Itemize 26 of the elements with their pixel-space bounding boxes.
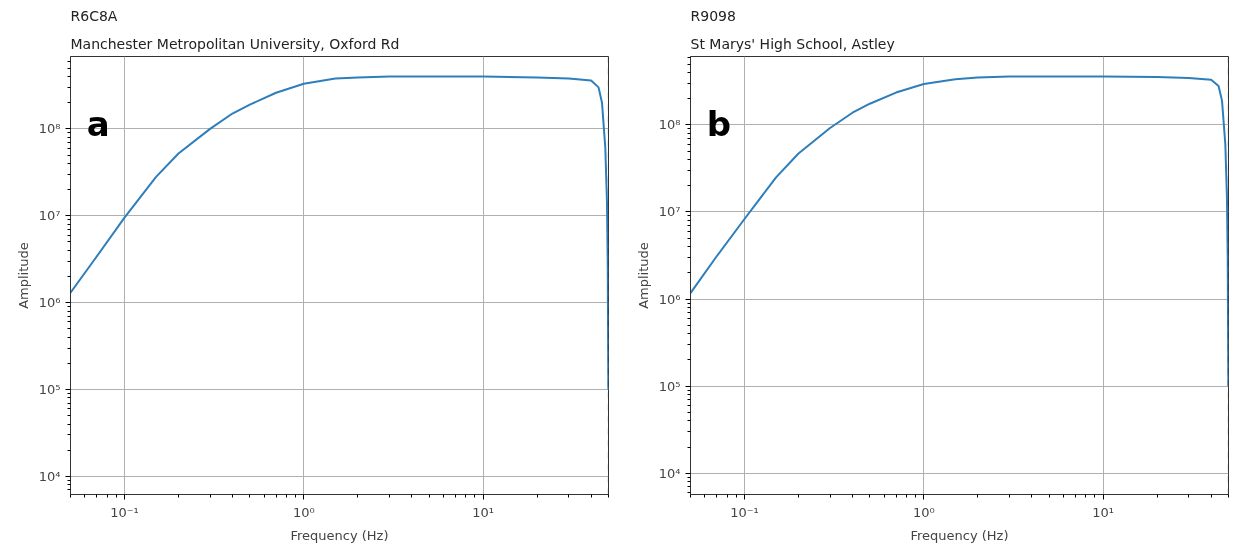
annotation: a <box>86 104 110 145</box>
y-axis-title: Amplitude <box>635 242 651 309</box>
y-tick-label: 10⁶ <box>38 295 61 311</box>
y-tick-label: 10⁵ <box>658 378 681 394</box>
y-tick-label: 10⁶ <box>658 291 681 307</box>
y-tick-label: 10⁷ <box>38 208 61 224</box>
x-tick-label: 10¹ <box>472 504 495 520</box>
y-tick-label: 10⁸ <box>38 121 61 137</box>
y-tick-label: 10⁵ <box>38 382 61 398</box>
chart-subtitle: St Marys' High School, Astley <box>690 35 895 52</box>
x-tick-label: 10⁰ <box>912 504 935 520</box>
annotation: b <box>706 104 731 145</box>
y-tick-label: 10⁷ <box>658 204 681 220</box>
chart-title: R9098 <box>690 7 736 24</box>
x-tick-label: 10⁰ <box>292 504 315 520</box>
x-tick-label: 10¹ <box>1092 504 1115 520</box>
x-tick-label: 10⁻¹ <box>110 504 139 520</box>
y-tick-label: 10⁴ <box>658 465 681 481</box>
y-tick-label: 10⁴ <box>38 468 61 484</box>
chart-title: R6C8A <box>70 7 118 24</box>
y-tick-label: 10⁸ <box>658 117 681 133</box>
x-axis-title: Frequency (Hz) <box>290 527 389 543</box>
chart-subtitle: Manchester Metropolitan University, Oxford Rd <box>70 35 400 52</box>
x-tick-label: 10⁻¹ <box>730 504 759 520</box>
y-axis-title: Amplitude <box>15 242 31 309</box>
x-axis-title: Frequency (Hz) <box>910 527 1009 543</box>
